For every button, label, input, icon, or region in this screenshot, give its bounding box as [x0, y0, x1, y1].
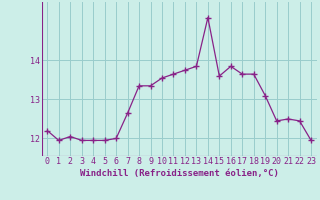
X-axis label: Windchill (Refroidissement éolien,°C): Windchill (Refroidissement éolien,°C) — [80, 169, 279, 178]
